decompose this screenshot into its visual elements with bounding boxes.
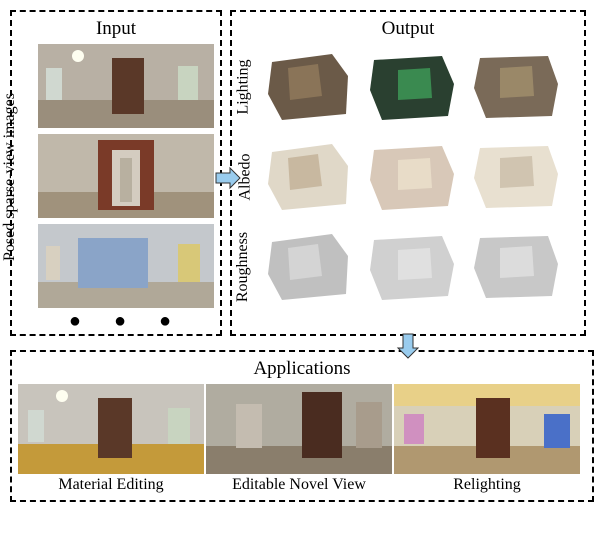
applications-box: Applications Material Editing	[10, 350, 594, 502]
albedo-thumb-1	[258, 134, 358, 218]
input-images	[38, 44, 214, 308]
input-thumb-3	[38, 224, 214, 308]
albedo-thumb-2	[362, 134, 462, 218]
applications-title: Applications	[18, 358, 586, 380]
app-label-relighting: Relighting	[453, 476, 521, 494]
figure-root: Input Posed sparse-view images	[10, 10, 594, 502]
input-box: Input Posed sparse-view images	[10, 10, 222, 336]
arrow-input-to-output	[214, 166, 242, 190]
arrow-output-to-apps	[396, 332, 420, 360]
app-col-material: Material Editing	[18, 384, 204, 494]
output-label-roughness: Roughness	[234, 232, 252, 302]
app-thumb-relighting	[394, 384, 580, 474]
applications-images: Material Editing Editable Novel View	[18, 384, 586, 494]
lighting-thumb-3	[466, 44, 566, 128]
output-box: Output Lighting	[230, 10, 586, 336]
input-dots: ● ● ●	[40, 310, 214, 333]
input-title: Input	[18, 18, 214, 40]
roughness-thumb-2	[362, 224, 462, 308]
input-vert-label: Posed sparse-view images	[1, 93, 19, 261]
roughness-thumb-1	[258, 224, 358, 308]
app-thumb-material	[18, 384, 204, 474]
app-col-relighting: Relighting	[394, 384, 580, 494]
input-thumb-1	[38, 44, 214, 128]
app-thumb-novelview	[206, 384, 392, 474]
output-label-lighting: Lighting	[235, 59, 253, 114]
app-label-novelview: Editable Novel View	[232, 476, 366, 494]
output-row-albedo: Albedo	[258, 134, 578, 218]
lighting-thumb-1	[258, 44, 358, 128]
input-thumb-2	[38, 134, 214, 218]
output-row-lighting: Lighting	[258, 44, 578, 128]
lighting-thumb-2	[362, 44, 462, 128]
roughness-thumb-3	[466, 224, 566, 308]
app-label-material: Material Editing	[58, 476, 163, 494]
output-title: Output	[238, 18, 578, 40]
top-row: Input Posed sparse-view images	[10, 10, 594, 336]
app-col-novelview: Editable Novel View	[206, 384, 392, 494]
albedo-thumb-3	[466, 134, 566, 218]
output-row-roughness: Roughness	[258, 224, 578, 308]
output-rows: Lighting	[258, 44, 578, 308]
